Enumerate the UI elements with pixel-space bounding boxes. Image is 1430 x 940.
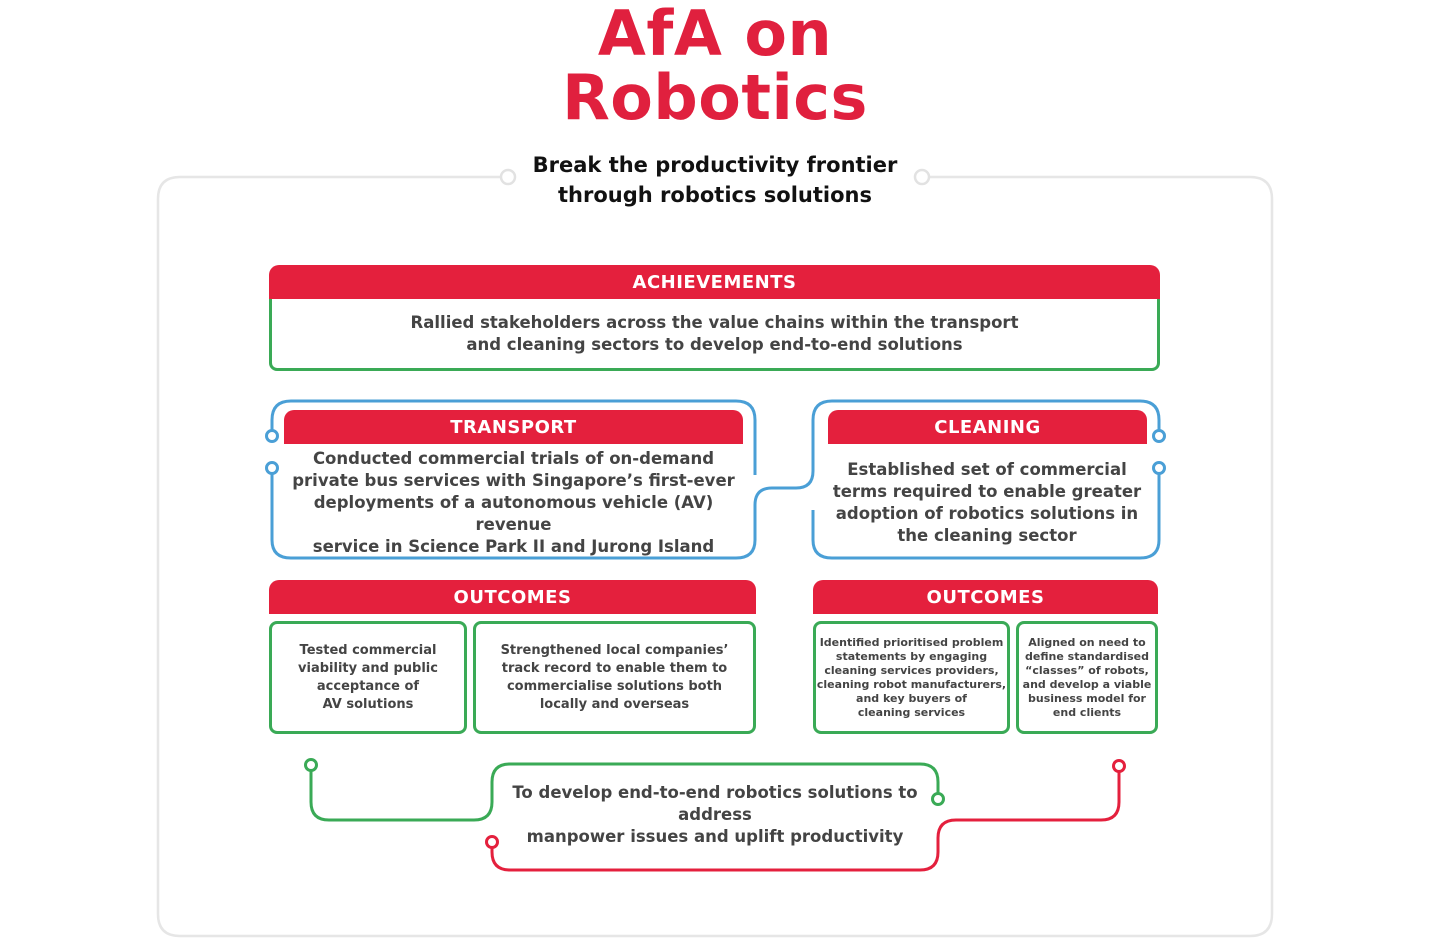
achievements-header: ACHIEVEMENTS — [269, 265, 1160, 299]
transport-cleaning-connector — [270, 399, 1161, 560]
cleaning-frame-bottom — [811, 470, 1161, 560]
red-connector — [490, 772, 1121, 872]
outcome-line: end clients — [1052, 705, 1122, 719]
page-title: AfA on Robotics — [0, 2, 1430, 130]
green-connector — [309, 762, 940, 822]
cleaning-outcome-box-1: Identified prioritised problem statement… — [813, 621, 1010, 734]
achievements-text: Rallied stakeholders across the value ch… — [272, 300, 1157, 368]
outcome-line: “classes” of robots, — [1025, 663, 1149, 677]
outcome-line: AV solutions — [322, 696, 414, 712]
transport-outcome-box-2: Strengthened local companies’ track reco… — [473, 621, 756, 734]
outcome-line: cleaning services — [857, 705, 966, 719]
outcome-line: and key buyers of — [856, 691, 967, 705]
transport-outcome-box-1: Tested commercial viability and public a… — [269, 621, 467, 734]
goal-text-line: manpower issues and uplift productivity — [526, 827, 904, 846]
outcome-line: cleaning robot manufacturers, — [816, 677, 1007, 691]
red-node — [485, 835, 499, 849]
outcome-line: business model for — [1028, 691, 1146, 705]
blue-node — [265, 429, 279, 443]
outcome-line: viability and public — [298, 660, 438, 676]
cleaning-text-line: terms required to enable greater — [832, 481, 1142, 501]
transport-text-line: private bus services with Singapore’s fi… — [292, 470, 735, 490]
cleaning-outcome-box-2: Aligned on need to define standardised “… — [1016, 621, 1158, 734]
title-line-2: Robotics — [562, 61, 868, 134]
outcome-line: Identified prioritised problem — [819, 635, 1004, 649]
cleaning-text: Established set of commercial terms requ… — [818, 455, 1156, 550]
outcome-line: cleaning services providers, — [824, 663, 999, 677]
transport-text: Conducted commercial trials of on-demand… — [276, 449, 751, 556]
cleaning-text-line: Established set of commercial — [847, 459, 1127, 479]
cleaning-text-line: adoption of robotics solutions in — [835, 503, 1139, 523]
title-line-1: AfA on — [597, 0, 833, 70]
outcome-line: Tested commercial — [299, 642, 437, 658]
cleaning-header: CLEANING — [828, 410, 1147, 444]
subtitle-line-2: through robotics solutions — [558, 183, 872, 207]
goal-text: To develop end-to-end robotics solutions… — [495, 783, 935, 846]
cleaning-outcomes-header: OUTCOMES — [813, 580, 1158, 614]
outcome-line: define standardised — [1025, 649, 1149, 663]
transport-header: TRANSPORT — [284, 410, 743, 444]
achievements-text-line: and cleaning sectors to develop end-to-e… — [466, 335, 963, 354]
achievements-text-line: Rallied stakeholders across the value ch… — [410, 313, 1019, 332]
outcome-line: locally and overseas — [539, 696, 690, 712]
outcome-line: commercialise solutions both — [506, 678, 723, 694]
cleaning-text-line: the cleaning sector — [897, 525, 1077, 545]
outcome-line: Strengthened local companies’ — [500, 642, 729, 658]
transport-text-line: service in Science Park II and Jurong Is… — [312, 536, 715, 556]
transport-text-line: Conducted commercial trials of on-demand — [312, 448, 715, 468]
subtitle-line-1: Break the productivity frontier — [532, 153, 898, 177]
red-node — [1112, 759, 1126, 773]
outcome-line: Aligned on need to — [1028, 635, 1146, 649]
frame-node-right — [913, 168, 931, 186]
green-node — [304, 758, 318, 772]
blue-node — [265, 461, 279, 475]
transport-frame-top — [270, 399, 757, 475]
transport-outcomes-header: OUTCOMES — [269, 580, 756, 614]
blue-node — [1152, 461, 1166, 475]
outcome-line: track record to enable them to — [501, 660, 728, 676]
outer-frame — [156, 175, 1274, 938]
transport-text-line: deployments of a autonomous vehicle (AV)… — [313, 492, 714, 534]
green-node — [931, 792, 945, 806]
outcome-line: acceptance of — [316, 678, 420, 694]
outcome-line: statements by engaging — [835, 649, 988, 663]
outcome-line: and develop a viable — [1022, 677, 1152, 691]
frame-node-left — [499, 168, 517, 186]
subtitle: Break the productivity frontier through … — [515, 150, 915, 210]
blue-node — [1152, 429, 1166, 443]
goal-text-line: To develop end-to-end robotics solutions… — [512, 783, 918, 824]
